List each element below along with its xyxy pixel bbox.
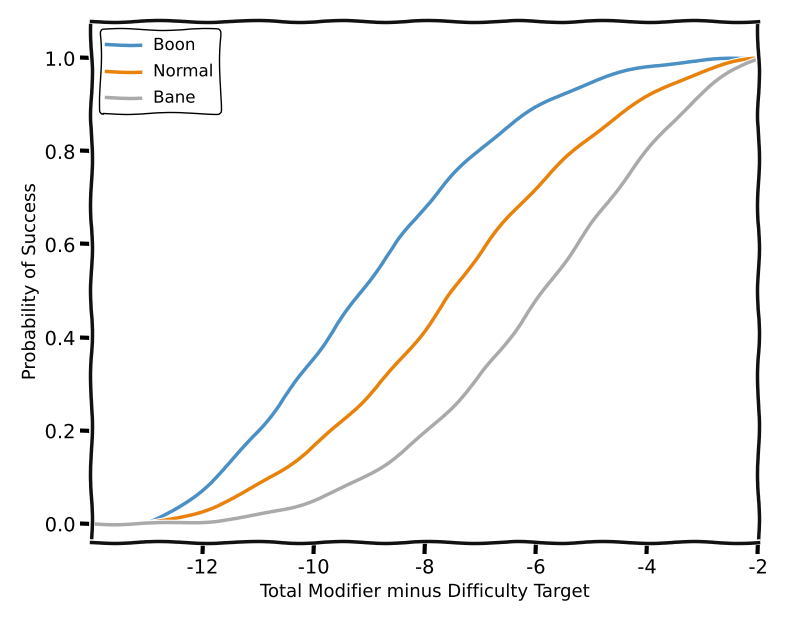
Boon: [447, 172, 457, 180]
Boon: [753, 55, 763, 62]
Y-axis label: Probability of Success: Probability of Success: [21, 183, 39, 380]
Line: Bane: Bane: [92, 58, 758, 524]
Boon: [407, 219, 417, 226]
Bane: [738, 62, 747, 69]
Normal: [738, 57, 747, 64]
Legend: Boon, Normal, Bane: Boon, Normal, Bane: [99, 29, 220, 113]
X-axis label: Total Modifier minus Difficulty Target: Total Modifier minus Difficulty Target: [260, 583, 589, 601]
Normal: [87, 520, 96, 527]
Boon: [87, 520, 96, 527]
Bane: [403, 443, 413, 451]
Line: Normal: Normal: [92, 58, 758, 524]
Bane: [634, 159, 643, 166]
Normal: [403, 347, 413, 355]
Boon: [484, 138, 493, 146]
Bane: [87, 520, 96, 527]
Normal: [484, 238, 493, 246]
Normal: [634, 99, 643, 106]
Boon: [403, 224, 413, 231]
Bane: [484, 361, 493, 369]
Boon: [634, 65, 643, 72]
Boon: [738, 55, 747, 62]
Line: Boon: Boon: [92, 58, 758, 524]
Bane: [407, 440, 417, 448]
Normal: [753, 55, 763, 62]
Bane: [447, 403, 457, 411]
Normal: [447, 288, 457, 295]
Normal: [407, 343, 417, 350]
Bane: [753, 55, 763, 62]
